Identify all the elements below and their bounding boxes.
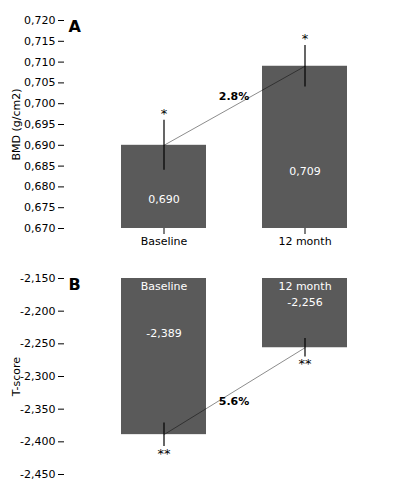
svg-text:0,700: 0,700 xyxy=(24,97,56,110)
svg-text:0,675: 0,675 xyxy=(24,201,56,214)
svg-text:0,680: 0,680 xyxy=(24,180,56,193)
svg-text:0,690: 0,690 xyxy=(24,139,56,152)
svg-text:2.8%: 2.8% xyxy=(219,90,250,103)
svg-text:0,705: 0,705 xyxy=(24,76,56,89)
svg-text:A: A xyxy=(69,17,82,36)
svg-text:-2,389: -2,389 xyxy=(146,327,181,340)
svg-text:-2,256: -2,256 xyxy=(287,296,322,309)
svg-text:0,715: 0,715 xyxy=(24,35,56,48)
svg-text:BMD (g/cm2): BMD (g/cm2) xyxy=(10,88,23,160)
svg-text:*: * xyxy=(302,31,309,46)
svg-text:0,695: 0,695 xyxy=(24,118,56,131)
svg-text:-2,400: -2,400 xyxy=(20,435,55,448)
svg-text:0,710: 0,710 xyxy=(24,56,56,69)
svg-text:T-score: T-score xyxy=(10,357,23,397)
svg-text:-2,450: -2,450 xyxy=(20,468,55,481)
svg-text:*: * xyxy=(161,106,168,121)
svg-text:-2,250: -2,250 xyxy=(20,337,55,350)
svg-text:0,685: 0,685 xyxy=(24,160,56,173)
svg-text:-2,200: -2,200 xyxy=(20,305,55,318)
svg-text:Baseline: Baseline xyxy=(141,235,188,248)
svg-text:-2,350: -2,350 xyxy=(20,403,55,416)
svg-text:0,690: 0,690 xyxy=(148,193,180,206)
svg-text:Baseline: Baseline xyxy=(141,280,188,293)
svg-text:0,720: 0,720 xyxy=(24,14,56,27)
svg-text:**: ** xyxy=(158,446,172,461)
svg-text:12 month: 12 month xyxy=(278,280,331,293)
svg-text:5.6%: 5.6% xyxy=(219,395,250,408)
svg-text:12 month: 12 month xyxy=(278,235,331,248)
svg-text:0,709: 0,709 xyxy=(289,165,321,178)
svg-text:0,670: 0,670 xyxy=(24,222,56,235)
svg-text:B: B xyxy=(69,275,81,294)
svg-text:**: ** xyxy=(299,356,313,371)
svg-text:-2,150: -2,150 xyxy=(20,272,55,285)
svg-text:-2,300: -2,300 xyxy=(20,370,55,383)
